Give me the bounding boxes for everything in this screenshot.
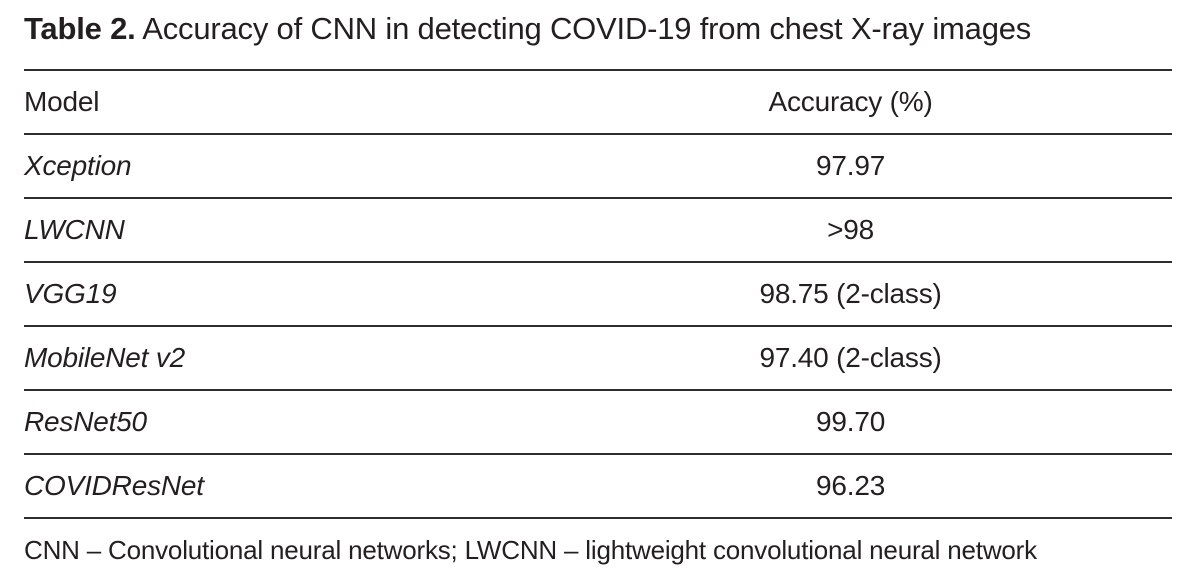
table-caption-text: Accuracy of CNN in detecting COVID-19 fr…	[142, 11, 1032, 46]
table-row: VGG19 98.75 (2-class)	[24, 261, 1172, 325]
accuracy-value: 96.23	[816, 470, 886, 501]
model-name: LWCNN	[24, 214, 125, 245]
table-footnote: CNN – Convolutional neural networks; LWC…	[24, 535, 1037, 565]
table-row: LWCNN >98	[24, 197, 1172, 261]
table-header-row: Model Accuracy (%)	[24, 69, 1172, 133]
model-name: COVIDResNet	[24, 470, 204, 501]
table-row: Xception 97.97	[24, 133, 1172, 197]
column-header-accuracy: Accuracy (%)	[768, 86, 933, 117]
model-name: ResNet50	[24, 406, 147, 437]
table-caption-number: Table 2.	[24, 11, 136, 46]
model-name: VGG19	[24, 278, 117, 309]
accuracy-value: 97.40 (2-class)	[759, 342, 942, 373]
model-name: MobileNet v2	[24, 342, 186, 373]
accuracy-value: 98.75 (2-class)	[759, 278, 942, 309]
accuracy-value: 97.97	[816, 150, 886, 181]
table-row: ResNet50 99.70	[24, 389, 1172, 453]
paper-page: Table 2. Accuracy of CNN in detecting CO…	[24, 6, 1172, 565]
table-row: COVIDResNet 96.23	[24, 453, 1172, 517]
accuracy-table: Model Accuracy (%) Xception 97.97 LWCNN …	[24, 69, 1172, 519]
accuracy-value: 99.70	[816, 406, 886, 437]
table-caption: Table 2. Accuracy of CNN in detecting CO…	[24, 6, 1172, 52]
accuracy-value: >98	[827, 214, 874, 245]
model-name: Xception	[24, 150, 132, 181]
column-header-model: Model	[24, 86, 100, 117]
table-row: MobileNet v2 97.40 (2-class)	[24, 325, 1172, 389]
